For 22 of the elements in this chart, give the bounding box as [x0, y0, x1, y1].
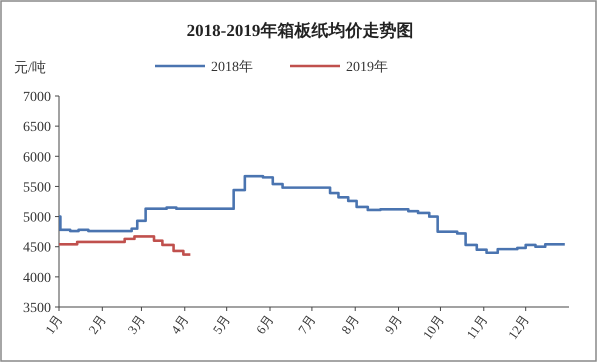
x-tick-label: 10月 [420, 312, 447, 342]
y-tick-label: 4000 [23, 270, 51, 286]
y-axis-title: 元/吨 [14, 60, 46, 76]
x-tick-label: 9月 [382, 312, 405, 337]
x-tick-label: 4月 [168, 312, 192, 337]
x-tick-label: 12月 [504, 312, 532, 342]
x-tick-label: 5月 [210, 312, 234, 337]
y-tick-label: 6000 [23, 150, 51, 166]
x-tick-label: 3月 [124, 312, 148, 337]
x-tick-label: 8月 [338, 312, 362, 337]
x-tick-label: 11月 [463, 312, 490, 342]
y-tick-label: 6500 [23, 120, 51, 136]
chart-title: 2018-2019年箱板纸均价走势图 [186, 21, 414, 40]
x-tick-label: 7月 [294, 312, 318, 337]
y-tick-label: 4500 [23, 240, 51, 256]
y-tick-label: 7000 [23, 90, 51, 105]
x-tick-label: 2月 [85, 312, 109, 337]
x-tick-label: 6月 [252, 312, 276, 337]
y-tick-label: 5500 [23, 180, 51, 196]
y-tick-label: 5000 [23, 210, 51, 226]
legend-label: 2018年 [211, 59, 253, 75]
legend-label: 2019年 [346, 59, 388, 75]
